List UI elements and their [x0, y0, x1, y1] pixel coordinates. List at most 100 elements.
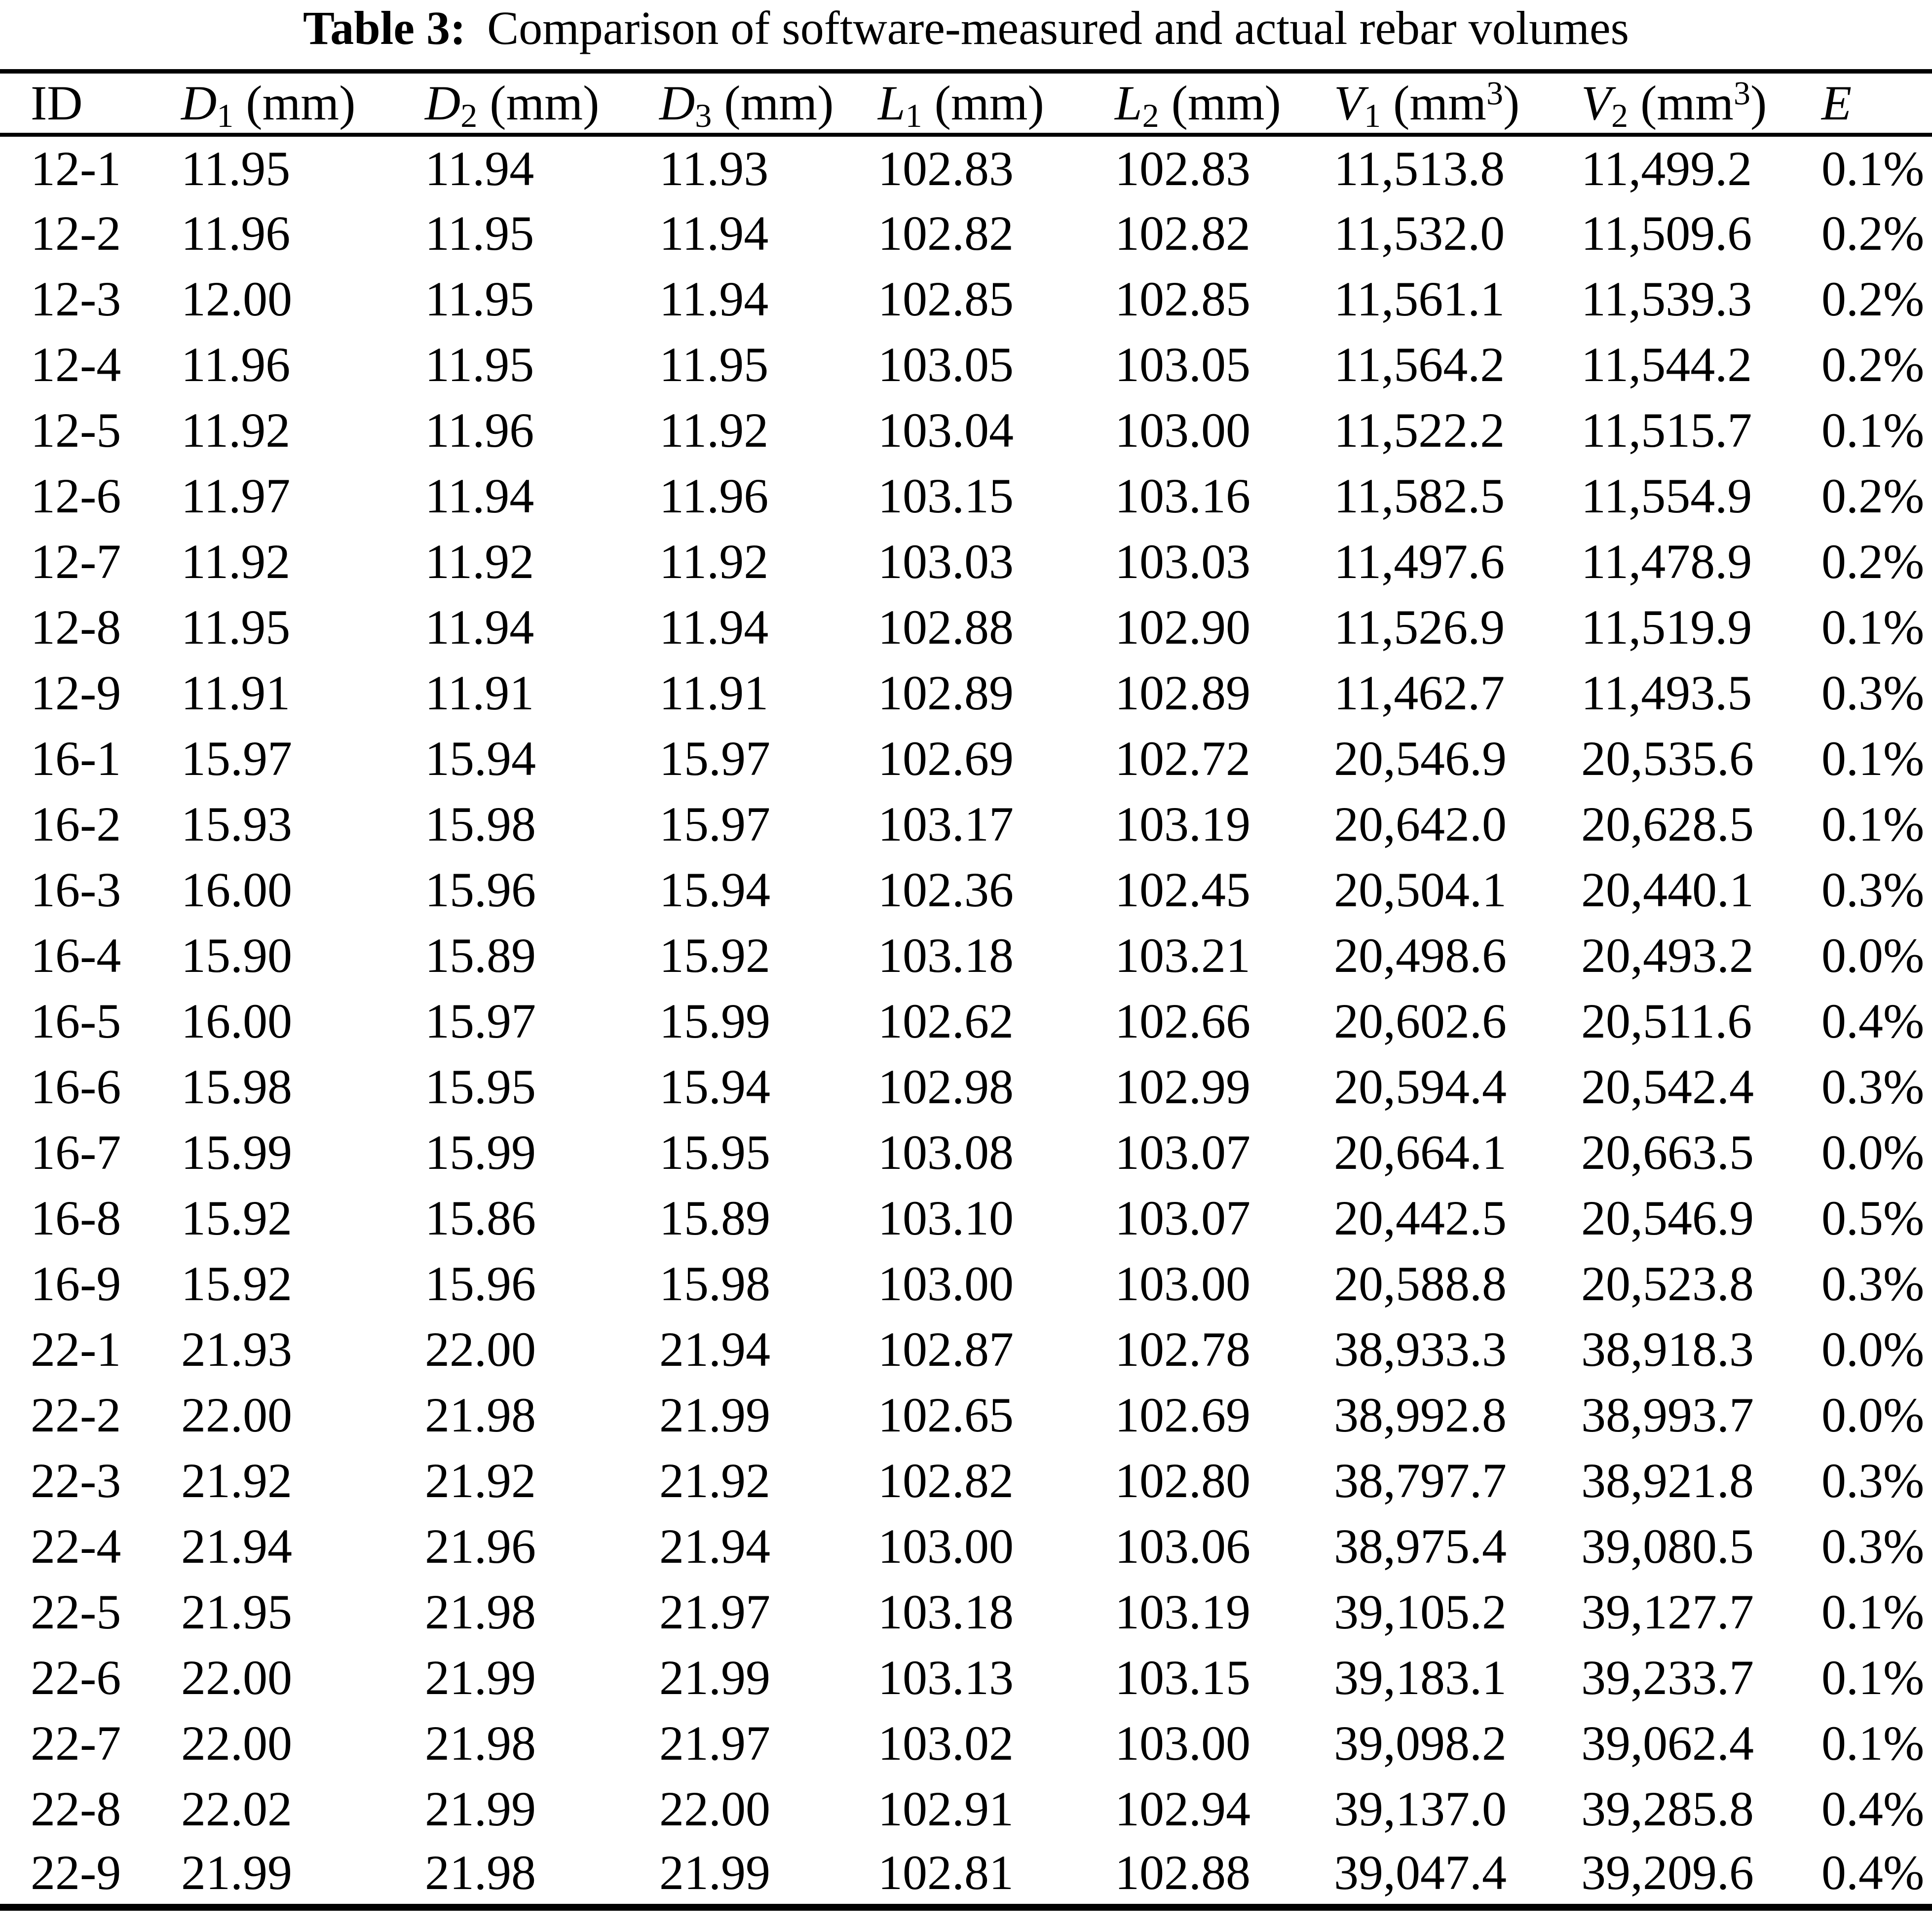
- cell-22-4-D3: 21.94: [659, 1518, 770, 1574]
- cell-12-2-L1: 102.82: [878, 205, 1014, 261]
- cell-16-5-E: 0.4%: [1821, 993, 1925, 1048]
- column-header-symbol: L: [1115, 76, 1142, 131]
- rebar-volume-table: ID D1 (mm) D2 (mm) D3 (mm) L1 (mm) L2 (mm) V1 …: [0, 69, 1932, 1911]
- cell-12-4-E: 0.2%: [1821, 337, 1925, 392]
- cell-16-9-D2: 15.96: [425, 1256, 536, 1311]
- table-caption: Table 3: Comparison of software-measured …: [0, 0, 1932, 69]
- column-header-symbol: D: [659, 76, 695, 131]
- cell-12-8-V2: 11,519.9: [1581, 599, 1752, 655]
- cell-12-9-D2: 11.91: [425, 665, 534, 720]
- cell-22-3-V1: 38,797.7: [1334, 1453, 1507, 1508]
- cell-12-2-D2: 11.95: [425, 205, 534, 261]
- cell-12-3-E: 0.2%: [1821, 271, 1925, 326]
- cell-12-5-D1: 11.92: [181, 402, 291, 458]
- cell-22-9-E: 0.4%: [1821, 1845, 1925, 1900]
- cell-16-4-D2: 15.89: [425, 927, 536, 983]
- table-row-12-2: 12-2 11.96 11.95 11.94 102.82 102.82 11,532.0 1…: [0, 200, 1932, 266]
- column-header-L1: L1 (mm): [878, 76, 1044, 135]
- cell-22-1-D1: 21.93: [181, 1321, 292, 1377]
- cell-16-9-D1: 15.92: [181, 1256, 292, 1311]
- cell-22-8-V1: 39,137.0: [1334, 1781, 1507, 1836]
- cell-12-5-V2: 11,515.7: [1581, 402, 1752, 458]
- cell-12-4-D2: 11.95: [425, 337, 534, 392]
- cell-22-2-E: 0.0%: [1821, 1387, 1925, 1442]
- cell-16-7-D2: 15.99: [425, 1124, 536, 1180]
- cell-16-4-V2: 20,493.2: [1581, 927, 1754, 983]
- cell-12-5-D2: 11.96: [425, 402, 534, 458]
- cell-12-6-D3: 11.96: [659, 468, 769, 523]
- cell-16-6-L2: 102.99: [1115, 1059, 1250, 1114]
- cell-16-2-D2: 15.98: [425, 796, 536, 851]
- cell-22-4-L1: 103.00: [878, 1518, 1014, 1574]
- cell-22-9-L2: 102.88: [1115, 1845, 1250, 1900]
- cell-22-7-V2: 39,062.4: [1581, 1715, 1754, 1771]
- cell-22-7-D1: 22.00: [181, 1715, 292, 1771]
- table-row-22-8: 22-8 22.02 21.99 22.00 102.91 102.94 39,137.0 3…: [0, 1776, 1932, 1842]
- table-row-12-8: 12-8 11.95 11.94 11.94 102.88 102.90 11,526.9 1…: [0, 594, 1932, 660]
- cell-22-3-D2: 21.92: [425, 1453, 536, 1508]
- cell-12-6-L1: 103.15: [878, 468, 1014, 523]
- cell-22-1-V2: 38,918.3: [1581, 1321, 1754, 1377]
- table-row-22-7: 22-7 22.00 21.98 21.97 103.02 103.00 39,098.2 3…: [0, 1710, 1932, 1776]
- cell-12-2-D1: 11.96: [181, 205, 291, 261]
- table-row-16-4: 16-4 15.90 15.89 15.92 103.18 103.21 20,498.6 2…: [0, 923, 1932, 988]
- cell-22-9-V1: 39,047.4: [1334, 1845, 1507, 1900]
- cell-22-1-L2: 102.78: [1115, 1321, 1250, 1377]
- cell-16-8-D1: 15.92: [181, 1190, 292, 1245]
- cell-12-4-L1: 103.05: [878, 337, 1014, 392]
- column-header-symbol: L: [878, 76, 906, 131]
- cell-16-1-D1: 15.97: [181, 731, 292, 786]
- table-row-16-1: 16-1 15.97 15.94 15.97 102.69 102.72 20,546.9 2…: [0, 726, 1932, 791]
- cell-16-1-V2: 20,535.6: [1581, 731, 1754, 786]
- cell-16-6-E: 0.3%: [1821, 1059, 1925, 1114]
- cell-16-9-ID: 16-9: [31, 1256, 121, 1311]
- cell-12-9-E: 0.3%: [1821, 665, 1925, 720]
- column-header-V1: V1 (mm3): [1334, 74, 1520, 135]
- cell-22-8-ID: 22-8: [31, 1781, 121, 1836]
- cell-16-8-V1: 20,442.5: [1334, 1190, 1507, 1245]
- table-row-22-5: 22-5 21.95 21.98 21.97 103.18 103.19 39,105.2 3…: [0, 1579, 1932, 1645]
- cell-16-1-D3: 15.97: [659, 731, 770, 786]
- cell-16-3-L2: 102.45: [1115, 862, 1250, 917]
- cell-22-4-V2: 39,080.5: [1581, 1518, 1754, 1574]
- table-row-12-7: 12-7 11.92 11.92 11.92 103.03 103.03 11,497.6 1…: [0, 529, 1932, 594]
- cell-22-3-V2: 38,921.8: [1581, 1453, 1754, 1508]
- cell-22-9-L1: 102.81: [878, 1845, 1014, 1900]
- cell-22-9-D3: 21.99: [659, 1845, 770, 1900]
- table-row-22-3: 22-3 21.92 21.92 21.92 102.82 102.80 38,797.7 3…: [0, 1448, 1932, 1513]
- cell-12-3-ID: 12-3: [31, 271, 121, 326]
- cell-12-8-L1: 102.88: [878, 599, 1014, 655]
- cell-12-9-V2: 11,493.5: [1581, 665, 1752, 720]
- cell-22-5-D2: 21.98: [425, 1584, 536, 1639]
- cell-22-8-D1: 22.02: [181, 1781, 292, 1836]
- table-row-22-1: 22-1 21.93 22.00 21.94 102.87 102.78 38,933.3 3…: [0, 1316, 1932, 1382]
- cell-22-2-V1: 38,992.8: [1334, 1387, 1507, 1442]
- column-header-E: E: [1821, 72, 1932, 135]
- cell-12-3-V1: 11,561.1: [1334, 271, 1505, 326]
- cell-16-4-E: 0.0%: [1821, 927, 1925, 983]
- cell-16-2-D1: 15.93: [181, 796, 292, 851]
- cell-12-7-D1: 11.92: [181, 534, 291, 589]
- cell-12-7-V1: 11,497.6: [1334, 534, 1505, 589]
- cell-22-9-ID: 22-9: [31, 1845, 121, 1900]
- cell-22-1-L1: 102.87: [878, 1321, 1014, 1377]
- table-row-16-5: 16-5 16.00 15.97 15.99 102.62 102.66 20,602.6 2…: [0, 988, 1932, 1054]
- cell-22-2-D1: 22.00: [181, 1387, 292, 1442]
- cell-22-6-D3: 21.99: [659, 1650, 770, 1705]
- cell-22-1-ID: 22-1: [31, 1321, 121, 1377]
- cell-22-5-D3: 21.97: [659, 1584, 770, 1639]
- cell-12-7-ID: 12-7: [31, 534, 121, 589]
- cell-12-9-D3: 11.91: [659, 665, 769, 720]
- cell-22-8-L1: 102.91: [878, 1781, 1014, 1836]
- cell-22-5-V1: 39,105.2: [1334, 1584, 1507, 1639]
- cell-16-5-V2: 20,511.6: [1581, 993, 1752, 1048]
- cell-12-6-V1: 11,582.5: [1334, 468, 1505, 523]
- cell-22-3-E: 0.3%: [1821, 1453, 1925, 1508]
- cell-16-9-L1: 103.00: [878, 1256, 1014, 1311]
- cell-12-1-E: 0.1%: [1821, 141, 1925, 196]
- cell-22-6-ID: 22-6: [31, 1650, 121, 1705]
- cell-12-5-L1: 103.04: [878, 402, 1014, 458]
- column-header-D3: D3 (mm): [659, 76, 834, 135]
- cell-12-3-D2: 11.95: [425, 271, 534, 326]
